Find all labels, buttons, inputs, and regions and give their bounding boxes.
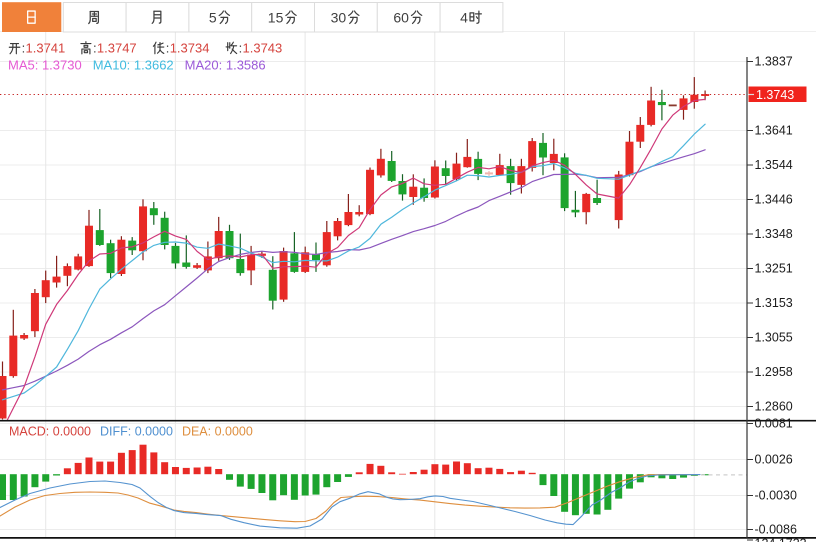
svg-text:1.3153: 1.3153 (755, 296, 793, 310)
svg-text:1.3544: 1.3544 (755, 158, 793, 172)
svg-text:1.3446: 1.3446 (755, 193, 793, 207)
svg-text::: : (22, 40, 26, 55)
svg-text:1.3837: 1.3837 (755, 55, 793, 69)
svg-text:1.3348: 1.3348 (755, 227, 793, 241)
svg-text:-0.0086: -0.0086 (755, 523, 797, 537)
svg-text:1.2860: 1.2860 (755, 400, 793, 414)
svg-text:30: 30 (331, 10, 347, 26)
svg-text:4: 4 (460, 10, 468, 26)
svg-text:1.3251: 1.3251 (755, 262, 793, 276)
svg-text:1.3734: 1.3734 (170, 40, 210, 55)
svg-text:1.3743: 1.3743 (243, 40, 283, 55)
svg-text:1.3747: 1.3747 (97, 40, 137, 55)
svg-text:5: 5 (209, 10, 217, 26)
svg-text:1.3741: 1.3741 (26, 40, 66, 55)
svg-text::: : (239, 40, 243, 55)
svg-text:0.0026: 0.0026 (755, 453, 793, 467)
svg-text:15: 15 (268, 10, 284, 26)
svg-text:1.3641: 1.3641 (755, 124, 793, 138)
svg-text:124.1733: 124.1733 (755, 537, 807, 542)
svg-text:1.3743: 1.3743 (756, 88, 794, 102)
svg-text:-0.0030: -0.0030 (755, 489, 797, 503)
svg-text:1.3055: 1.3055 (755, 331, 793, 345)
svg-text:1.2958: 1.2958 (755, 365, 793, 379)
svg-text::: : (93, 40, 97, 55)
svg-text:60: 60 (393, 10, 409, 26)
svg-text::: : (166, 40, 170, 55)
svg-text:0.0081: 0.0081 (755, 417, 793, 431)
